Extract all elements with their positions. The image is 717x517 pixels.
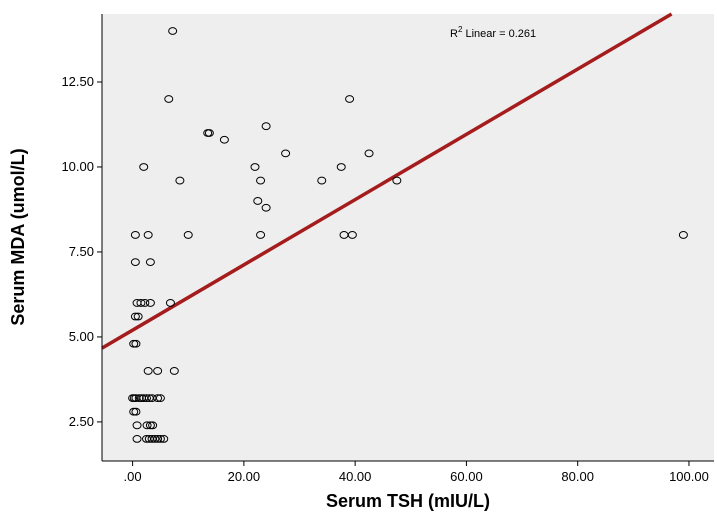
points-layer [128, 27, 688, 443]
data-point [219, 135, 229, 144]
data-point [317, 176, 327, 185]
data-point [153, 435, 163, 443]
data-point [139, 163, 149, 171]
x-tick-label: 100.00 [669, 469, 709, 484]
data-point [336, 163, 346, 171]
r2-value-text: Linear = 0.261 [462, 28, 536, 40]
y-tick-label: 12.50 [61, 74, 94, 89]
data-point [132, 435, 142, 443]
y-tick-label: 5.00 [69, 329, 94, 344]
data-point [133, 312, 143, 321]
data-point [131, 407, 141, 416]
fit-line-layer [101, 12, 673, 350]
data-point [136, 299, 146, 307]
y-axis-title: Serum MDA (umol/L) [8, 148, 28, 325]
data-point [253, 197, 263, 205]
data-point [140, 299, 150, 307]
data-point [159, 435, 169, 443]
data-point [143, 367, 153, 375]
x-tick-label: 20.00 [228, 469, 261, 484]
r-squared-annotation: R2 Linear = 0.261 [450, 25, 536, 40]
data-point [153, 367, 163, 375]
data-point [169, 367, 179, 375]
data-point [130, 312, 140, 321]
data-point [345, 95, 355, 103]
data-point [281, 149, 291, 158]
data-point [132, 421, 142, 430]
data-point [392, 176, 402, 185]
data-point [142, 421, 152, 430]
data-point [250, 163, 260, 171]
data-point [142, 394, 152, 403]
data-point [131, 339, 141, 348]
data-point [347, 231, 357, 239]
r2-superscript: 2 [458, 25, 463, 34]
data-point [168, 27, 178, 35]
data-point [145, 299, 155, 307]
data-point [261, 203, 271, 212]
data-point [143, 231, 153, 239]
y-tick-label: 7.50 [69, 244, 94, 259]
x-tick-label: .00 [124, 469, 142, 484]
data-point [261, 122, 271, 131]
data-point [364, 149, 374, 158]
fit-line [101, 12, 673, 350]
data-point [183, 231, 193, 239]
data-point [150, 435, 160, 443]
x-tick-label: 40.00 [339, 469, 372, 484]
y-tick-label: 2.50 [69, 414, 94, 429]
data-point [148, 421, 158, 430]
x-tick-label: 60.00 [450, 469, 483, 484]
plot-area [102, 14, 714, 461]
data-point [256, 176, 266, 185]
data-point [204, 129, 214, 137]
data-point [165, 299, 175, 307]
data-point [164, 95, 174, 103]
data-point [155, 435, 165, 443]
y-tick-label: 10.00 [61, 159, 94, 174]
data-point [130, 231, 140, 239]
x-ticks: .00 20.00 40.00 60.00 80.00 100.00 [124, 461, 709, 484]
y-ticks: 2.50 5.00 7.50 10.00 12.50 [61, 74, 102, 429]
x-tick-label: 80.00 [561, 469, 594, 484]
data-point [678, 231, 688, 239]
x-axis-title: Serum TSH (mIU/L) [326, 491, 490, 511]
data-point [130, 258, 140, 267]
data-point [153, 394, 163, 403]
r2-prefix: R [450, 28, 458, 40]
data-point [256, 231, 266, 239]
data-point [155, 394, 165, 403]
data-point [175, 176, 185, 185]
data-point [145, 258, 155, 267]
